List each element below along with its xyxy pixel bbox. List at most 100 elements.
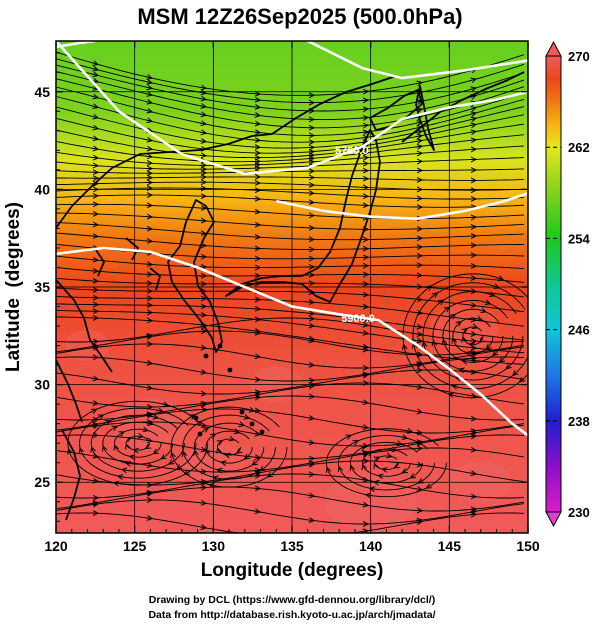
streamline-arrow <box>199 483 206 484</box>
streamline-arrow <box>415 140 422 141</box>
island <box>227 367 233 373</box>
streamline-arrow <box>500 359 503 362</box>
streamline <box>56 78 525 129</box>
streamline <box>56 71 525 121</box>
height-contours: 5760.0 5900.0 <box>56 41 528 437</box>
streamline-arrow <box>345 435 351 438</box>
streamline-arrow <box>483 311 486 312</box>
island <box>249 421 255 427</box>
streamline-arrow <box>469 334 476 335</box>
y-tick-label: 35 <box>34 279 50 295</box>
streamline-arrow <box>199 425 206 426</box>
streamline-arrow <box>449 394 458 396</box>
streamline <box>56 157 525 170</box>
streamline-arrow <box>361 153 368 154</box>
streamline-arrow <box>145 156 152 157</box>
streamline-arrow <box>361 504 368 505</box>
streamline-arrow <box>253 433 260 434</box>
streamline <box>56 64 525 112</box>
streamline-arrow <box>426 485 431 488</box>
y-tick-label: 40 <box>34 181 50 197</box>
streamline-arrow <box>145 518 152 519</box>
coastline-segment <box>401 71 525 143</box>
streamline-arrow <box>479 319 481 320</box>
streamline-arrow <box>145 101 152 102</box>
streamline <box>56 330 525 356</box>
streamline <box>56 187 525 200</box>
streamline-arrow <box>91 96 98 98</box>
streamline <box>56 395 525 421</box>
streamline-arrow <box>307 464 314 465</box>
streamline-arrow <box>469 140 476 141</box>
island <box>239 409 245 415</box>
streamline-arrow <box>199 123 206 124</box>
colorbar-tick-label: 238 <box>568 414 590 429</box>
streamline-arrow <box>145 440 152 441</box>
chart-title: MSM 12Z26Sep2025 (500.0hPa) <box>137 4 462 29</box>
streamline <box>56 499 525 525</box>
streamline <box>56 486 525 512</box>
wind-streamlines <box>56 51 528 533</box>
streamline-arrow <box>469 113 476 115</box>
streamline-arrow <box>339 467 340 470</box>
streamline-arrow <box>361 531 368 532</box>
credit-drawing: Drawing by DCL (https://www.gfd-dennou.o… <box>149 594 435 606</box>
coastline-segment <box>56 75 397 229</box>
streamline-arrow <box>469 496 476 497</box>
streamline-arrow <box>466 329 467 330</box>
streamline-arrow <box>160 403 168 405</box>
streamline <box>56 134 525 163</box>
streamline-arrow <box>195 450 196 453</box>
streamline-arrow <box>245 458 247 459</box>
streamline-arrow <box>415 364 422 365</box>
streamline-arrow <box>69 449 71 454</box>
streamline-arrow <box>361 375 368 376</box>
streamline-arrow <box>91 138 98 139</box>
y-tick-label: 25 <box>34 474 50 490</box>
streamline-arrow <box>91 74 98 75</box>
height-contour <box>307 41 528 80</box>
streamline <box>56 447 525 473</box>
streamline-arrow <box>361 117 368 118</box>
streamline <box>56 194 525 208</box>
streamline-arrow <box>253 115 260 116</box>
streamline-arrow <box>114 426 117 428</box>
streamline-arrow <box>145 465 152 466</box>
streamline-arrow <box>253 410 260 411</box>
streamline-arrow <box>103 446 104 448</box>
grid-lines <box>56 41 528 533</box>
colorbar-tick-label: 270 <box>568 49 590 64</box>
streamline-arrow <box>307 386 314 387</box>
x-tick-label: 135 <box>280 538 304 554</box>
streamline-arrow <box>145 94 152 95</box>
streamline-arrow <box>405 431 413 433</box>
streamline-arrow <box>363 465 364 467</box>
streamline-arrow <box>486 347 488 349</box>
streamline-arrow <box>91 260 98 261</box>
streamline-arrow <box>495 277 503 280</box>
colorbar-tick-label: 246 <box>568 323 590 338</box>
streamline-arrow <box>415 464 422 465</box>
streamline <box>56 343 525 369</box>
streamline <box>56 382 525 408</box>
streamline-arrow <box>199 449 206 450</box>
streamline-arrow <box>253 356 260 357</box>
streamline-arrow <box>361 306 368 307</box>
height-contour <box>56 41 528 176</box>
x-tick-label: 140 <box>359 538 383 554</box>
streamline <box>56 212 525 230</box>
streamline-arrow <box>307 418 314 419</box>
streamline <box>56 369 525 395</box>
streamline-arrow <box>469 431 476 432</box>
streamline-arrow <box>253 397 260 398</box>
streamline-arrow <box>199 87 206 88</box>
streamline-arrow <box>145 336 152 337</box>
streamline-arrow <box>221 462 224 463</box>
streamline-arrow <box>199 372 206 373</box>
streamline-arrow <box>217 470 221 471</box>
streamline-arrow <box>91 63 98 65</box>
coastline-segment <box>369 89 423 131</box>
x-tick-label: 120 <box>44 538 68 554</box>
streamline <box>56 222 525 241</box>
streamline-arrow <box>253 470 260 471</box>
